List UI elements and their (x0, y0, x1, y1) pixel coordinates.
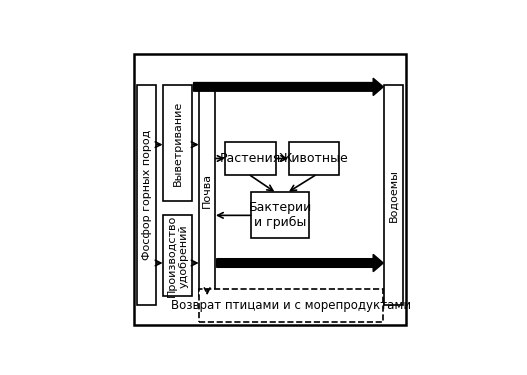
Text: Растения: Растения (220, 152, 281, 165)
Text: Возврат птицами и с морепродуктами: Возврат птицами и с морепродуктами (171, 299, 411, 312)
Bar (289, 142, 339, 175)
Text: Выветривание: Выветривание (173, 100, 183, 186)
Polygon shape (217, 254, 383, 272)
Bar (199, 289, 383, 322)
Text: Животные: Животные (279, 152, 349, 165)
Text: Почва: Почва (202, 173, 212, 208)
Text: Производство
удобрений: Производство удобрений (167, 214, 189, 297)
Polygon shape (193, 78, 383, 96)
Bar (251, 192, 309, 238)
Bar (384, 86, 403, 305)
Bar (163, 86, 192, 201)
Bar (163, 215, 192, 296)
Text: Водоемы: Водоемы (388, 169, 398, 222)
Text: Фосфор горных пород: Фосфор горных пород (142, 130, 152, 260)
Text: Бактерии
и грибы: Бактерии и грибы (249, 201, 312, 229)
Bar (137, 86, 156, 305)
Bar (226, 142, 276, 175)
Bar (199, 86, 215, 296)
